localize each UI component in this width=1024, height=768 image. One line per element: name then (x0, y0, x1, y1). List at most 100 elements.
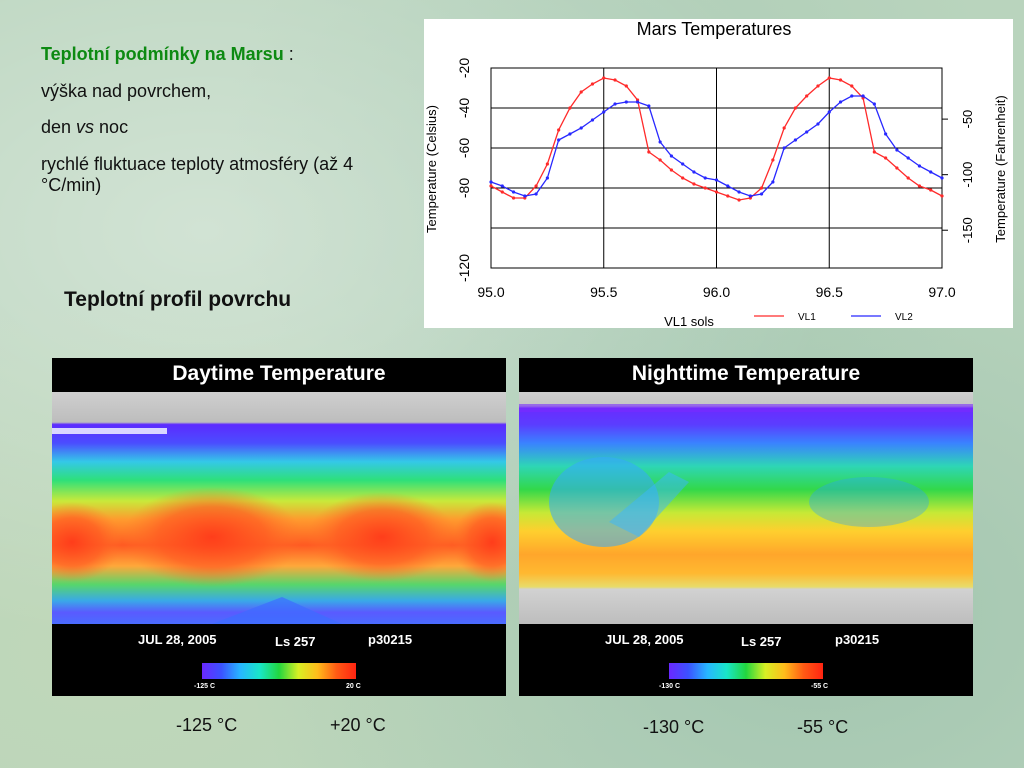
data-point-vl2 (692, 170, 696, 174)
data-point-vl1 (714, 190, 719, 194)
nighttime-colorbar (669, 663, 823, 679)
data-point-vl2 (590, 118, 595, 122)
grid-lines (490, 68, 943, 268)
data-point-vl2 (511, 190, 516, 194)
y-right-tick-label: -50 (960, 110, 975, 129)
data-point-vl2 (635, 100, 640, 104)
y-tick-label: -20 (456, 58, 472, 78)
intro-text: Teplotní podmínky na Marsu : výška nad p… (41, 44, 401, 211)
data-point-vl2 (793, 138, 798, 142)
data-point-vl1 (895, 166, 899, 170)
data-point-vl1 (692, 182, 696, 186)
data-point-vl1 (782, 126, 786, 130)
chart-title: Mars Temperatures (637, 19, 792, 39)
x-tick-label: 97.0 (928, 284, 955, 300)
intro-line-height: výška nad povrchem, (41, 80, 212, 101)
nighttime-ls: Ls 257 (741, 634, 782, 649)
nighttime-range-max: -55 °C (797, 717, 849, 737)
y-tick-label: -60 (456, 138, 472, 158)
data-point-vl2 (624, 100, 628, 104)
daytime-range-max: +20 °C (330, 715, 386, 735)
legend-label-vl1: VL1 (798, 312, 816, 323)
y-tick-label: -40 (456, 98, 472, 118)
y-axis-label: Temperature (Celsius) (424, 105, 439, 233)
data-point-vl1 (681, 176, 685, 180)
nighttime-map-panel: Nighttime Temperature (519, 358, 973, 696)
x-axis-label: VL1 sols (664, 314, 714, 328)
data-point-vl2 (816, 122, 820, 126)
data-point-vl1 (771, 158, 775, 162)
daytime-range-min: -125 °C (176, 715, 238, 735)
intro-title-line: Teplotní podmínky na Marsu : (41, 44, 401, 65)
data-point-vl1 (669, 168, 673, 172)
y-right-tick-label: -100 (960, 162, 975, 188)
daytime-ls: Ls 257 (275, 634, 316, 649)
nighttime-colorbar-max: -55 C (811, 683, 829, 690)
y-tick-label: -80 (456, 178, 472, 198)
nighttime-colorbar-min: -130 C (659, 683, 681, 690)
data-point-vl1 (579, 90, 583, 94)
data-point-vl2 (681, 162, 685, 166)
data-point-vl2 (647, 104, 651, 108)
data-point-vl1 (511, 196, 516, 200)
nighttime-range-min: -130 °C (643, 717, 705, 737)
data-point-vl2 (827, 110, 831, 114)
daytime-code: p30215 (368, 632, 413, 647)
data-point-vl1 (568, 106, 572, 110)
data-point-vl1 (624, 84, 628, 88)
data-point-vl2 (714, 178, 719, 182)
data-point-vl2 (872, 102, 876, 106)
data-point-vl1 (850, 84, 854, 88)
data-point-vl1 (658, 158, 662, 162)
daytime-map-title: Daytime Temperature (172, 362, 386, 385)
legend-label-vl2: VL2 (895, 312, 913, 323)
data-point-vl2 (602, 110, 606, 114)
intro-line-night: noc (94, 117, 129, 138)
data-point-vl2 (500, 184, 504, 188)
data-point-vl1 (545, 162, 549, 166)
x-tick-label: 95.0 (477, 284, 504, 300)
data-point-vl1 (805, 94, 809, 98)
data-point-vl2 (579, 126, 583, 130)
daytime-map-panel: Daytime Temperature (52, 358, 506, 696)
data-point-vl1 (602, 76, 606, 80)
data-point-vl1 (726, 194, 730, 198)
data-point-vl2 (805, 130, 809, 134)
data-point-vl2 (760, 192, 764, 196)
nighttime-temperature-map (519, 392, 973, 624)
data-point-vl2 (545, 176, 549, 180)
data-point-vl2 (568, 132, 572, 136)
y-right-tick-label: -150 (960, 217, 975, 243)
data-point-vl2 (895, 148, 899, 152)
nighttime-code: p30215 (835, 632, 880, 647)
data-point-vl2 (850, 94, 854, 98)
data-point-vl2 (940, 176, 944, 180)
data-point-vl1 (647, 150, 651, 154)
data-point-vl1 (489, 184, 493, 188)
y-axis-ticks: -120 -80 -60 -40 -20 (456, 58, 472, 282)
data-point-vl1 (838, 78, 843, 82)
data-point-vl1 (872, 150, 876, 154)
data-point-vl2 (534, 192, 538, 196)
data-point-vl2 (726, 184, 730, 188)
data-point-vl1 (940, 194, 944, 198)
data-point-vl2 (771, 180, 775, 184)
data-point-vl1 (737, 198, 741, 202)
intro-line-fluctuation: rychlé fluktuace teploty atmosféry (až 4… (41, 154, 354, 195)
data-point-vl2 (489, 180, 493, 184)
data-point-vl1 (929, 188, 933, 192)
data-point-vl2 (557, 138, 561, 142)
data-point-vl2 (884, 132, 888, 136)
series-lines (489, 76, 944, 202)
nighttime-date: JUL 28, 2005 (605, 632, 684, 647)
data-point-vl1 (557, 128, 561, 132)
intro-line-day: den (41, 117, 77, 138)
data-point-vl2 (906, 156, 910, 160)
intro-title-suffix: : (283, 44, 294, 64)
data-point-vl2 (748, 194, 752, 198)
data-point-vl2 (917, 164, 922, 168)
data-point-vl2 (613, 102, 617, 106)
data-point-vl1 (816, 84, 820, 88)
intro-line-daynight: den vs noc (41, 117, 401, 138)
surface-profile-title: Teplotní profil povrchu (64, 288, 292, 311)
